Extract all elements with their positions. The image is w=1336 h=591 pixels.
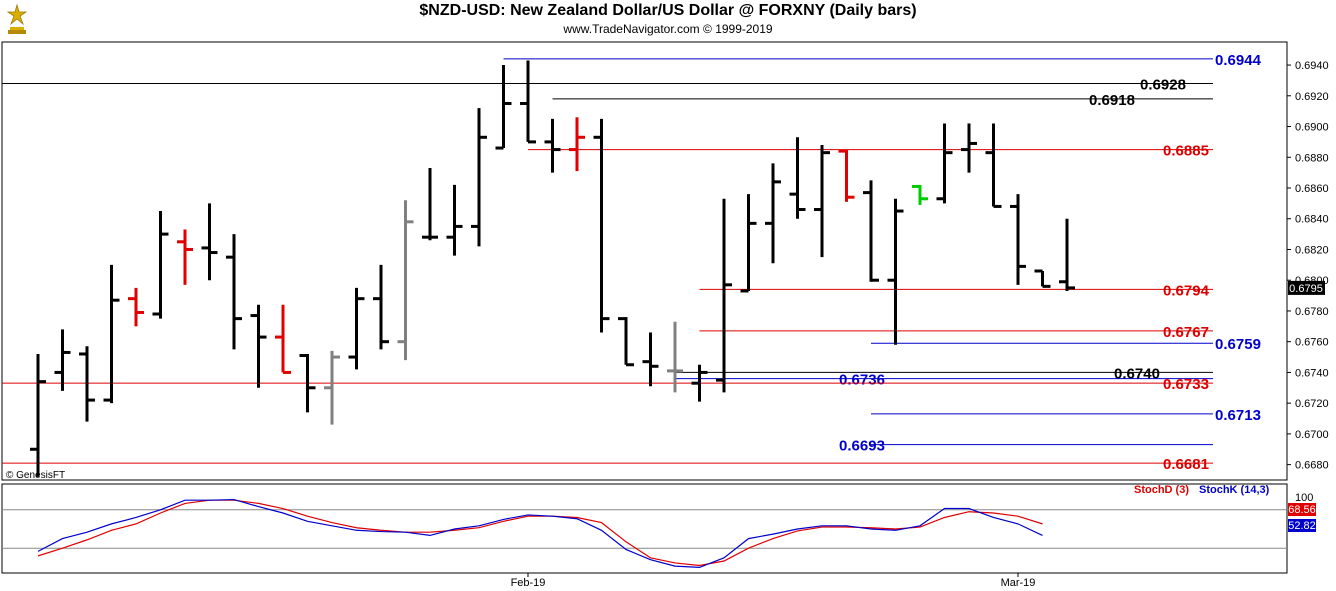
stoch-d-value: 68.56 <box>1288 504 1316 516</box>
level-label: 0.6733 <box>1163 376 1209 393</box>
y-tick-label: 0.6840 <box>1295 214 1329 226</box>
price-panel-frame <box>1 41 1288 481</box>
level-label: 0.6740 <box>1114 365 1160 382</box>
level-label: 0.6928 <box>1140 76 1186 93</box>
chart-title: $NZD-USD: New Zealand Dollar/US Dollar @… <box>419 2 917 19</box>
stoch-k-line <box>37 498 1043 569</box>
level-label: 0.6693 <box>839 438 885 455</box>
last-price-label: 0.6795 <box>1289 283 1323 295</box>
level-label: 0.6944 <box>1215 52 1262 69</box>
y-tick-label: 0.6880 <box>1295 152 1329 164</box>
y-tick-label: 0.6920 <box>1295 91 1329 103</box>
stoch-legend-k: StochK (14,3) <box>1199 484 1270 496</box>
chart-header: $NZD-USD: New Zealand Dollar/US Dollar @… <box>0 0 1336 42</box>
level-label: 0.6713 <box>1215 407 1261 424</box>
y-tick-label: 0.6760 <box>1295 337 1329 349</box>
stoch-legend-d: StochD (3) <box>1134 484 1189 496</box>
stoch-d-tag <box>1288 503 1316 516</box>
level-label: 0.6767 <box>1163 324 1209 341</box>
stochastic-panel-frame <box>1 483 1288 574</box>
y-tick-label: 0.6740 <box>1295 367 1329 379</box>
level-label: 0.6794 <box>1163 282 1210 299</box>
stoch-k-tag <box>1288 519 1316 532</box>
x-tick-label: Mar-19 <box>1001 577 1036 589</box>
level-label: 0.6918 <box>1089 92 1135 109</box>
chart-subtitle: www.TradeNavigator.com © 1999-2019 <box>563 22 773 36</box>
y-tick-label: 0.6900 <box>1295 122 1329 134</box>
level-label: 0.6885 <box>1163 143 1209 160</box>
level-label: 0.6759 <box>1215 336 1261 353</box>
y-tick-label: 0.6680 <box>1295 460 1329 472</box>
watermark: © GenesisFT <box>6 470 65 481</box>
last-price-tag <box>1288 280 1325 295</box>
trophy-logo-icon <box>6 3 28 34</box>
y-tick-label: 0.6700 <box>1295 429 1329 441</box>
stoch-k-value: 52.82 <box>1288 520 1316 532</box>
y-tick-label: 0.6720 <box>1295 398 1329 410</box>
y-tick-label: 0.6940 <box>1295 60 1329 72</box>
level-label: 0.6736 <box>839 372 885 389</box>
stoch-top-label: 100 <box>1295 492 1313 504</box>
y-tick-label: 0.6820 <box>1295 244 1329 256</box>
level-label: 0.6681 <box>1163 456 1209 473</box>
y-tick-label: 0.6860 <box>1295 183 1329 195</box>
y-tick-label: 0.6780 <box>1295 306 1329 318</box>
x-tick-label: Feb-19 <box>511 577 546 589</box>
